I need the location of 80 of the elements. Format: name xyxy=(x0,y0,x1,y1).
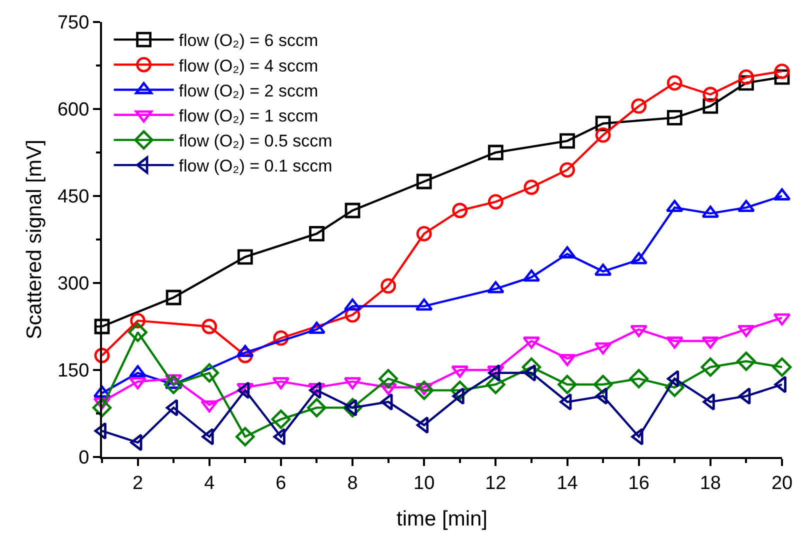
point xyxy=(666,110,682,126)
legend-label: flow (O₂) = 0.5 sccm xyxy=(178,132,332,151)
point xyxy=(342,398,362,418)
y-tick-label: 600 xyxy=(57,100,90,121)
point xyxy=(309,226,324,242)
point xyxy=(522,357,542,377)
x-tick-label: 8 xyxy=(347,472,358,494)
point xyxy=(237,382,250,400)
x-tick-label: 6 xyxy=(276,472,286,494)
y-tick-label: 0 xyxy=(78,448,90,469)
point xyxy=(416,174,432,190)
legend-label: flow (O₂) = 6 sccm xyxy=(178,31,318,50)
point xyxy=(344,202,360,218)
point xyxy=(307,398,326,418)
point xyxy=(416,416,429,434)
point xyxy=(452,202,468,218)
x-tick-label: 12 xyxy=(485,472,506,494)
x-tick-label: 2 xyxy=(132,472,144,494)
point xyxy=(488,144,504,160)
point xyxy=(558,374,577,394)
point xyxy=(200,363,220,383)
point xyxy=(595,116,611,132)
point xyxy=(738,69,754,85)
point xyxy=(595,127,611,143)
point xyxy=(488,194,504,210)
point xyxy=(629,369,648,388)
point xyxy=(271,410,291,429)
point xyxy=(237,348,253,364)
y-axis-title: Scattered signal [mV] xyxy=(23,140,46,340)
point xyxy=(738,75,754,91)
point xyxy=(380,278,396,294)
y-tick-label: 750 xyxy=(57,12,90,34)
point xyxy=(700,357,720,377)
point xyxy=(593,374,613,394)
point xyxy=(560,162,575,178)
x-tick-label: 18 xyxy=(700,472,721,494)
legend-label: flow (O₂) = 1 sccm xyxy=(178,106,318,126)
x-tick-label: 16 xyxy=(628,472,650,494)
point xyxy=(560,133,575,149)
point xyxy=(772,357,792,377)
point xyxy=(378,369,398,388)
point xyxy=(164,374,184,394)
x-tick-label: 20 xyxy=(771,472,793,494)
point xyxy=(524,180,540,195)
x-axis-title: time [min] xyxy=(396,508,488,530)
point xyxy=(414,380,434,400)
point xyxy=(702,86,718,102)
point xyxy=(666,370,680,388)
y-tick-label: 450 xyxy=(57,186,90,208)
point xyxy=(166,398,178,416)
point xyxy=(666,75,682,91)
point xyxy=(416,226,432,242)
point xyxy=(774,64,790,79)
x-tick-label: 4 xyxy=(204,472,216,494)
y-tick-label: 300 xyxy=(57,274,90,295)
legend-label: flow (O₂) = 4 sccm xyxy=(178,56,318,76)
point xyxy=(273,330,289,346)
point xyxy=(702,98,718,114)
point xyxy=(92,398,112,418)
y-tick-label: 150 xyxy=(57,360,90,382)
point xyxy=(202,318,218,334)
point xyxy=(488,364,500,382)
point xyxy=(486,374,506,394)
point xyxy=(450,380,470,400)
point xyxy=(94,348,110,364)
point xyxy=(128,322,148,342)
point xyxy=(664,378,684,398)
x-tick-label: 10 xyxy=(414,472,435,494)
legend-label: flow (O₂) = 0.1 sccm xyxy=(178,156,332,176)
point xyxy=(94,318,110,334)
point xyxy=(237,249,253,265)
point xyxy=(130,313,146,328)
point xyxy=(631,98,647,114)
x-tick-label: 14 xyxy=(556,472,578,494)
point xyxy=(736,352,756,371)
point xyxy=(774,69,790,85)
point xyxy=(344,307,360,323)
point xyxy=(166,290,182,306)
point xyxy=(236,427,255,446)
legend-label: flow (O₂) = 2 sccm xyxy=(178,81,318,100)
